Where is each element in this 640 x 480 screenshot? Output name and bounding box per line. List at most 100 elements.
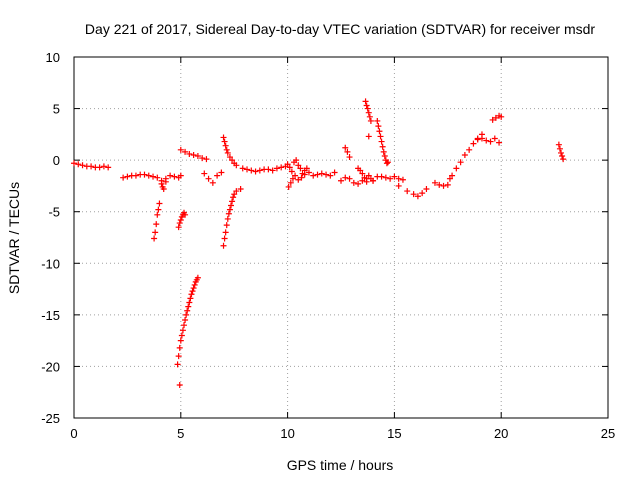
data-point [346, 175, 353, 182]
data-point [269, 167, 276, 174]
y-tick-label: -20 [41, 359, 60, 374]
y-tick-label: -25 [41, 411, 60, 426]
y-tick-label: -10 [41, 256, 60, 271]
data-point [223, 146, 230, 153]
data-point [171, 173, 178, 180]
data-point [177, 146, 184, 153]
x-tick-label: 5 [177, 426, 184, 441]
data-point [384, 159, 391, 166]
data-point [285, 183, 292, 190]
data-point [470, 140, 477, 147]
data-point [323, 171, 330, 178]
data-point [224, 215, 231, 222]
data-point [361, 174, 368, 181]
data-point [303, 165, 310, 172]
data-point [357, 167, 364, 174]
data-point [331, 169, 338, 176]
data-point [363, 102, 370, 109]
data-point [154, 174, 161, 181]
data-point [205, 175, 212, 182]
data-point [367, 117, 374, 124]
data-point [364, 105, 371, 112]
data-point [214, 172, 221, 179]
data-point [346, 154, 353, 161]
data-point [186, 299, 193, 306]
data-point [176, 381, 183, 388]
data-point [404, 188, 411, 195]
data-point [132, 172, 139, 179]
data-point [209, 179, 216, 186]
data-point [466, 146, 473, 153]
data-point [177, 172, 184, 179]
data-point [177, 216, 184, 223]
data-point [220, 242, 227, 249]
data-point [79, 162, 86, 169]
data-point [383, 160, 390, 167]
data-point [223, 222, 230, 229]
y-tick-label: 0 [53, 153, 60, 168]
data-point [233, 162, 240, 169]
data-point [350, 179, 357, 186]
x-tick-label: 15 [387, 426, 401, 441]
y-tick-label: 10 [46, 50, 60, 65]
data-point [174, 361, 181, 368]
data-point [176, 220, 183, 227]
data-point [190, 151, 197, 158]
data-point [185, 303, 192, 310]
data-point [436, 181, 443, 188]
data-point [188, 291, 195, 298]
data-point [492, 114, 499, 121]
data-point [288, 168, 295, 175]
data-point [342, 174, 349, 181]
data-point [382, 174, 389, 181]
data-point [175, 224, 182, 231]
data-point [410, 191, 417, 198]
data-point [431, 179, 438, 186]
data-point [199, 155, 206, 162]
data-point [179, 327, 186, 334]
data-point [423, 186, 430, 193]
data-point [226, 206, 233, 213]
y-tick-label: -15 [41, 308, 60, 323]
x-tick-label: 10 [280, 426, 294, 441]
data-point [230, 194, 237, 201]
plot-frame [73, 56, 609, 419]
data-point [120, 174, 127, 181]
y-tick-label: 5 [53, 102, 60, 117]
data-point [440, 182, 447, 189]
data-point [461, 151, 468, 158]
data-point [191, 281, 198, 288]
data-point [278, 164, 285, 171]
data-point [182, 211, 189, 218]
data-point [301, 171, 308, 178]
data-point [391, 173, 398, 180]
axis-ticks [73, 56, 609, 419]
data-point [158, 180, 165, 187]
data-point [229, 198, 236, 205]
data-point [237, 186, 244, 193]
x-tick-label: 20 [494, 426, 508, 441]
data-point [227, 202, 234, 209]
data-point [96, 164, 103, 171]
data-point [381, 153, 388, 160]
data-point [318, 170, 325, 177]
data-point [141, 171, 148, 178]
data-point [152, 229, 159, 236]
data-point [453, 165, 460, 172]
data-point [292, 172, 299, 179]
data-point [287, 179, 294, 186]
data-point [156, 200, 163, 207]
data-point [489, 116, 496, 123]
data-point [379, 143, 386, 150]
data-point [256, 167, 263, 174]
data-point [289, 175, 296, 182]
data-point [298, 174, 305, 181]
data-point [342, 144, 349, 151]
data-point [201, 170, 208, 177]
data-point [177, 337, 184, 344]
data-point [183, 311, 190, 318]
data-point [365, 109, 372, 116]
data-point [297, 165, 304, 172]
chart-title: Day 221 of 2017, Sidereal Day-to-day VTE… [85, 21, 595, 37]
data-point [186, 150, 193, 157]
